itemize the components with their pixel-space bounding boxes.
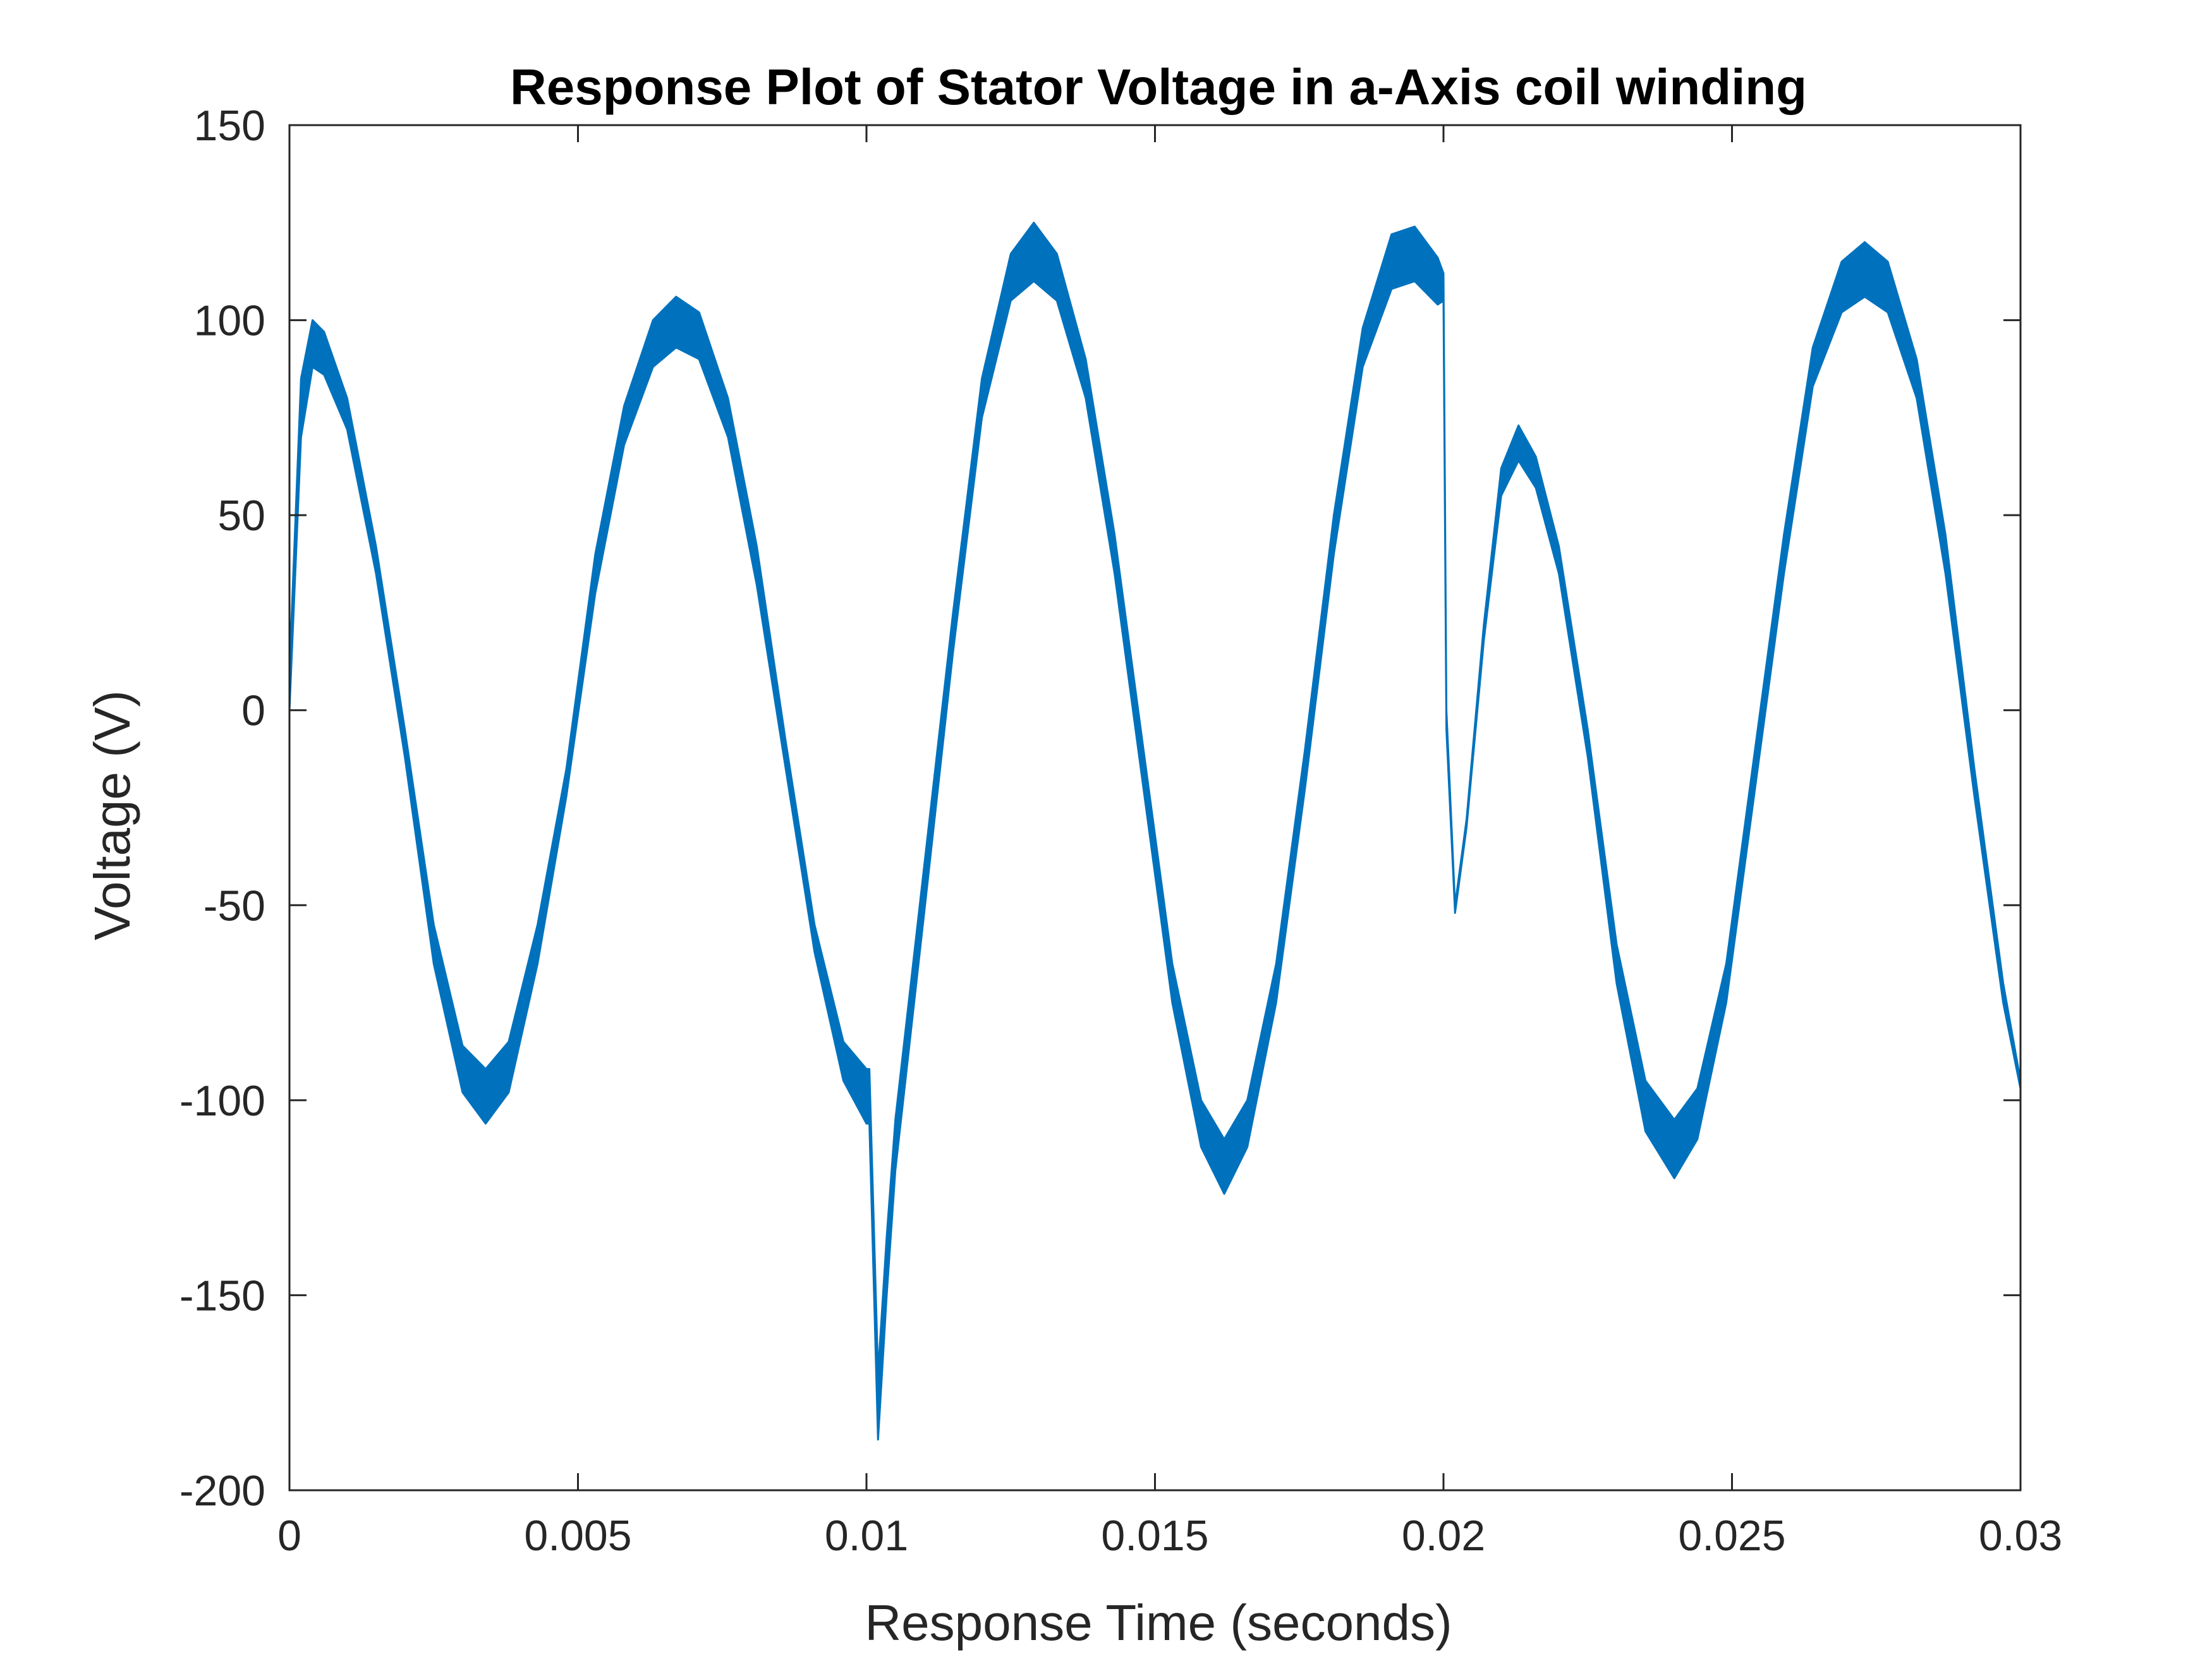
y-axis-label: Voltage (V) bbox=[84, 690, 140, 940]
y-tick-label: 100 bbox=[194, 297, 265, 345]
axes: 0 0.005 0.01 0.015 0.02 0.025 0.03 -200 -150 -100… bbox=[179, 102, 2062, 1560]
y-tick-label: -150 bbox=[179, 1272, 265, 1320]
y-tick-label: 150 bbox=[194, 102, 265, 150]
x-tick-label: 0.01 bbox=[825, 1512, 908, 1560]
signal-line bbox=[288, 222, 2022, 1428]
chart-title: Response Plot of Stator Voltage in a-Axi… bbox=[510, 59, 1807, 115]
x-tick-label: 0.025 bbox=[1678, 1512, 1785, 1560]
x-tick-label: 0.02 bbox=[1402, 1512, 1485, 1560]
x-tick-label: 0.005 bbox=[524, 1512, 631, 1560]
y-tick-label: -200 bbox=[179, 1467, 265, 1515]
y-tick-label: 50 bbox=[217, 492, 265, 540]
x-tick-label: 0 bbox=[277, 1512, 301, 1560]
x-axis-label: Response Time (seconds) bbox=[865, 1595, 1452, 1651]
y-tick-label: 0 bbox=[241, 687, 265, 735]
x-tick-label: 0.015 bbox=[1101, 1512, 1208, 1560]
y-tick-label: -100 bbox=[179, 1077, 265, 1125]
x-tick-label: 0.03 bbox=[1979, 1512, 2062, 1560]
y-tick-label: -50 bbox=[204, 882, 265, 930]
